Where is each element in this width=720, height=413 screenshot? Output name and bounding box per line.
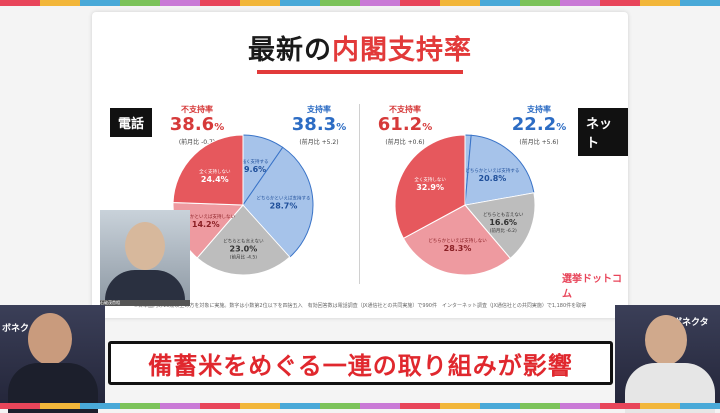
pm-suit [105, 270, 185, 302]
phone-slice-value-3: 14.2% [192, 220, 220, 229]
phone-slice-value-0: 9.6% [244, 165, 266, 174]
net-slice-value-1: 20.8% [479, 174, 507, 183]
net-approve-stat: 支持率 22.2% (前月比 +5.6) [511, 105, 567, 146]
net-slice-4 [394, 134, 466, 240]
phone-slice-label-1: どちらかといえば支持する [257, 194, 311, 201]
net-slice-label-1: どちらかといえば支持する [465, 167, 519, 174]
host-left-head [28, 313, 72, 365]
bottom-border [0, 403, 720, 409]
net-slice-1 [464, 134, 535, 206]
phone-slice-1 [242, 146, 314, 258]
survey-note: ※日本国内の18歳以上の方を対象に実施。数字は小数第2位以下を四捨五入 有効回答… [133, 303, 587, 309]
phone-slice-4 [172, 134, 244, 206]
phone-badge: 電話 [110, 108, 153, 137]
host-right: ボネクタ [615, 305, 720, 413]
photo-caption: 石破茂首相 [100, 300, 190, 306]
net-slice-label-4: 全く支持しない [414, 176, 446, 183]
phone-disapprove-stat: 不支持率 38.6% (前月比 -0.7) [169, 105, 225, 146]
net-slice-value-4: 32.9% [416, 183, 444, 192]
phone-slice-label-2: どちらとも言えない [223, 238, 264, 245]
phone-approve-stat: 支持率 38.3% (前月比 +5.2) [291, 105, 347, 146]
net-slice-value-3: 28.3% [444, 244, 472, 253]
title-underline [257, 70, 463, 74]
pm-head [125, 222, 165, 270]
center-divider [359, 104, 360, 284]
phone-slice-change-2: (前月比 -4.5) [230, 254, 257, 261]
net-slice-value-2: 16.6% [489, 218, 517, 227]
net-slice-3 [402, 204, 511, 276]
phone-slice-value-2: 23.0% [230, 245, 258, 254]
page-title: 最新の内閣支持率 [248, 35, 472, 66]
phone-slice-2 [196, 204, 291, 276]
net-badge: ネット [578, 108, 628, 156]
headline-banner: 備蓄米をめぐる一連の取り組みが影響 [108, 341, 613, 385]
net-disapprove-stat: 不支持率 61.2% (前月比 +0.6) [377, 105, 433, 146]
net-slice-2 [464, 192, 536, 260]
phone-slice-label-0: 強く支持する [242, 158, 269, 165]
host-right-head [645, 315, 687, 365]
top-border [0, 0, 720, 6]
net-slice-change-2: (前月比 -6.2) [490, 227, 517, 234]
phone-slice-value-4: 24.4% [201, 175, 229, 184]
net-slice-label-2: どちらとも言えない [483, 211, 524, 218]
side-logo-left: ボネク [2, 324, 30, 334]
net-slice-label-3: どちらかといえば支持しない [428, 237, 487, 244]
net-pie-chart: 強く支持する1.4%どちらかといえば支持する20.8%どちらとも言えない16.6… [394, 134, 536, 276]
side-logo-right: ボネクタ [673, 318, 709, 328]
host-left: ボネク [0, 305, 105, 413]
senkyo-logo: 選挙ドットコム [562, 274, 622, 300]
phone-slice-label-3: どちらかといえば支持しない [177, 213, 236, 220]
pm-photo [100, 210, 190, 302]
phone-slice-value-1: 28.7% [270, 201, 298, 210]
phone-slice-label-4: 全く支持しない [199, 168, 231, 175]
